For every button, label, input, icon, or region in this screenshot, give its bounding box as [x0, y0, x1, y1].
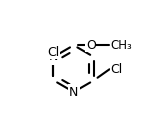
- Text: Cl: Cl: [47, 46, 60, 59]
- Text: Cl: Cl: [111, 63, 123, 76]
- Text: N: N: [69, 86, 78, 99]
- Text: N: N: [49, 50, 58, 63]
- Text: O: O: [86, 39, 96, 52]
- Text: CH₃: CH₃: [110, 39, 132, 52]
